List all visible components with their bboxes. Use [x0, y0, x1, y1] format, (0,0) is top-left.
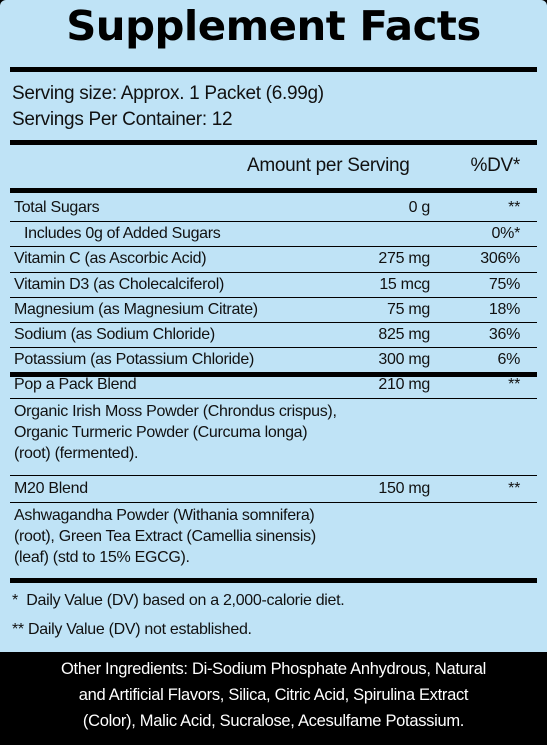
nutrient-name: Magnesium (as Magnesium Citrate) [14, 301, 258, 318]
nutrient-row-total-sugars: Total Sugars 0 g ** [14, 197, 520, 221]
blend-amount: 210 mg [378, 376, 430, 393]
nutrient-amount: 15 mcg [379, 276, 430, 293]
nutrient-name: Vitamin D3 (as Cholecalciferol) [14, 276, 225, 293]
dv-header: %DV* [470, 155, 521, 176]
blend-ingredient-line: (root) (fermented). [14, 445, 139, 462]
blend-name: M20 Blend [14, 480, 88, 497]
row-divider [10, 347, 537, 348]
header-divider [10, 188, 537, 193]
nutrient-name: Sodium (as Sodium Chloride) [14, 326, 215, 343]
blend-row-pop-a-pack: Pop a Pack Blend 210 mg ** [14, 374, 520, 398]
blend-amount: 150 mg [378, 480, 430, 497]
supplement-facts-panel: Supplement Facts Serving size: Approx. 1… [0, 0, 547, 652]
blend-ingredient-line: Organic Turmeric Powder (Curcuma longa) [14, 424, 308, 441]
row-divider [10, 475, 537, 476]
blend-divider [10, 372, 537, 377]
nutrient-name: Potassium (as Potassium Chloride) [14, 351, 254, 368]
row-divider [10, 246, 537, 247]
other-ingredients: Other Ingredients: Di-Sodium Phosphate A… [0, 656, 547, 734]
footnote-dv: * Daily Value (DV) based on a 2,000-calo… [12, 592, 345, 609]
nutrient-row-added-sugars: Includes 0g of Added Sugars 0%* [14, 223, 520, 247]
nutrient-dv: 75% [488, 276, 520, 293]
row-divider [10, 297, 537, 298]
blend-ingredient-line: (leaf) (std to 15% EGCG). [14, 549, 190, 566]
title-divider [10, 67, 537, 72]
nutrient-amount: 300 mg [378, 351, 430, 368]
blend-row-m20: M20 Blend 150 mg ** [14, 478, 520, 502]
other-ingredients-line: Other Ingredients: Di-Sodium Phosphate A… [61, 660, 486, 678]
blend-ingredient-line: Ashwagandha Powder (Withania somnifera) [14, 507, 315, 524]
nutrient-amount: 275 mg [378, 250, 430, 267]
row-divider [10, 502, 537, 503]
nutrient-amount: 825 mg [378, 326, 430, 343]
nutrient-dv: ** [508, 199, 520, 216]
nutrient-dv: 0%* [491, 225, 521, 242]
nutrient-row-potassium: Potassium (as Potassium Chloride) 300 mg… [14, 349, 520, 373]
nutrient-name: Vitamin C (as Ascorbic Acid) [14, 250, 207, 267]
blend-name: Pop a Pack Blend [14, 376, 137, 393]
footnote-divider [10, 578, 537, 583]
row-divider [10, 398, 537, 399]
servings-per-container: Servings Per Container: 12 [12, 109, 233, 130]
serving-divider [10, 140, 537, 145]
nutrient-dv: 6% [497, 351, 520, 368]
nutrient-amount: 75 mg [387, 301, 430, 318]
serving-size: Serving size: Approx. 1 Packet (6.99g) [12, 83, 324, 104]
nutrient-amount: 0 g [408, 199, 431, 216]
nutrient-dv: 18% [488, 301, 520, 318]
blend-dv: ** [508, 376, 520, 393]
other-ingredients-line: and Artificial Flavors, Silica, Citric A… [78, 686, 469, 704]
nutrient-row-magnesium: Magnesium (as Magnesium Citrate) 75 mg 1… [14, 299, 520, 323]
footnote-not-established: ** Daily Value (DV) not established. [12, 621, 252, 638]
nutrient-name: Includes 0g of Added Sugars [24, 225, 221, 242]
row-divider [10, 272, 537, 273]
nutrient-dv: 306% [480, 250, 520, 267]
amount-header: Amount per Serving [247, 155, 410, 176]
row-divider [10, 322, 537, 323]
blend-ingredients: Organic Irish Moss Powder (Chrondus cris… [14, 401, 337, 464]
blend-dv: ** [508, 480, 520, 497]
other-ingredients-line: (Color), Malic Acid, Sucralose, Acesulfa… [82, 712, 465, 730]
nutrient-dv: 36% [488, 326, 520, 343]
blend-ingredient-line: Organic Irish Moss Powder (Chrondus cris… [14, 403, 337, 420]
nutrient-row-sodium: Sodium (as Sodium Chloride) 825 mg 36% [14, 324, 520, 348]
nutrient-row-vitamin-d3: Vitamin D3 (as Cholecalciferol) 15 mcg 7… [14, 274, 520, 298]
blend-ingredients: Ashwagandha Powder (Withania somnifera) … [14, 505, 316, 568]
panel-title: Supplement Facts [66, 2, 481, 50]
blend-ingredient-line: (root), Green Tea Extract (Camellia sine… [14, 528, 316, 545]
nutrient-name: Total Sugars [14, 199, 100, 216]
row-divider [10, 221, 537, 222]
nutrient-row-vitamin-c: Vitamin C (as Ascorbic Acid) 275 mg 306% [14, 248, 520, 272]
